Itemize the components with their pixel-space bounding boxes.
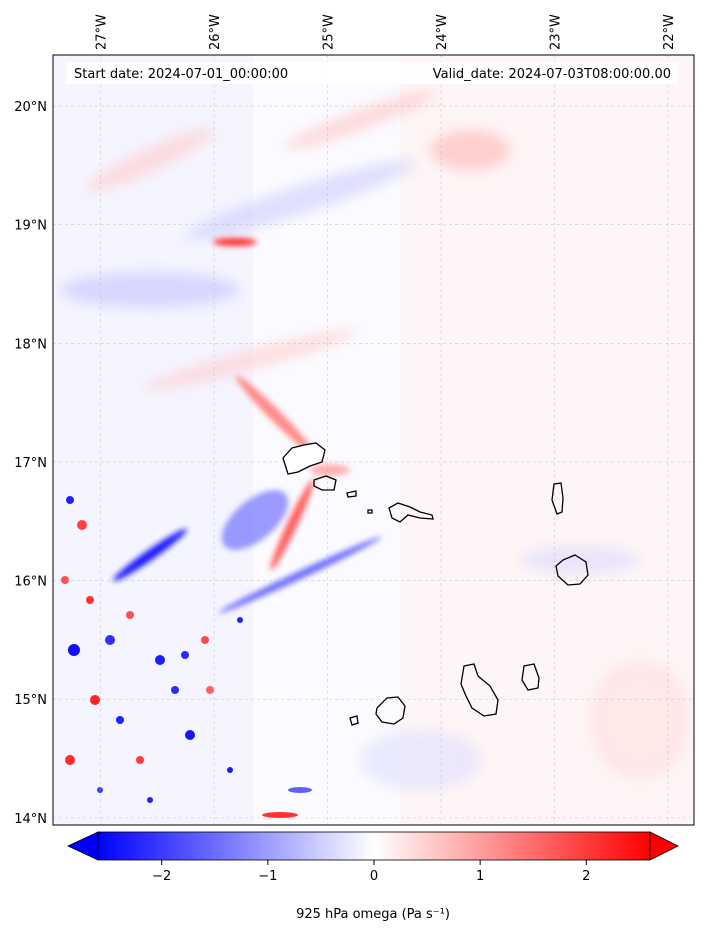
- island-brava: [349, 715, 359, 726]
- latitude-label: 18°N: [14, 337, 47, 352]
- latitude-label: 16°N: [14, 575, 47, 590]
- graticule: [53, 55, 694, 825]
- colorbar-tick-label: 0: [370, 869, 378, 884]
- longitude-labels: 27°W 26°W 25°W 24°W 23°W 22°W: [95, 14, 677, 50]
- colorbar-extend-low: [67, 831, 99, 861]
- colorbar: −2 −1 0 1 2 925 hPa omega (Pa s⁻¹): [67, 831, 679, 922]
- island-sao-vicente: [313, 475, 337, 491]
- colorbar-tick-label: −2: [152, 869, 171, 884]
- latitude-label: 17°N: [14, 456, 47, 471]
- latitude-label: 14°N: [14, 812, 47, 827]
- header-box: [66, 62, 678, 84]
- colorbar-gradient: [97, 831, 651, 861]
- longitude-label: 25°W: [322, 14, 337, 50]
- longitude-label: 24°W: [435, 14, 450, 50]
- island-ilheu: [367, 509, 373, 514]
- latitude-labels: 20°N 19°N 18°N 17°N 16°N 15°N 14°N: [14, 100, 47, 827]
- island-santo-antao: [282, 442, 326, 475]
- colorbar-extend-high: [649, 831, 679, 861]
- island-boa-vista: [555, 554, 589, 586]
- colorbar-tick-label: 1: [476, 869, 484, 884]
- island-sal: [551, 482, 564, 515]
- colorbar-ticks: −2 −1 0 1 2: [152, 860, 590, 884]
- colorbar-tick-label: 2: [582, 869, 590, 884]
- longitude-label: 23°W: [548, 14, 563, 50]
- longitude-label: 27°W: [95, 14, 110, 50]
- island-maio: [521, 663, 540, 691]
- island-sao-nicolau: [388, 502, 434, 523]
- island-fogo: [375, 696, 406, 725]
- latitude-label: 20°N: [14, 100, 47, 115]
- island-santiago: [460, 663, 499, 717]
- latitude-label: 15°N: [14, 693, 47, 708]
- latitude-label: 19°N: [14, 219, 47, 234]
- start-date-label: Start date: 2024-07-01_00:00:00: [74, 67, 288, 82]
- longitude-label: 26°W: [208, 14, 223, 50]
- island-santa-luzia: [346, 490, 357, 498]
- longitude-label: 22°W: [662, 14, 677, 50]
- map-frame: [52, 54, 695, 826]
- valid-date-label: Valid_date: 2024-07-03T08:00:00.00: [433, 67, 671, 82]
- coastlines: [282, 442, 589, 726]
- omega-field: [53, 55, 694, 825]
- colorbar-label: 925 hPa omega (Pa s⁻¹): [296, 907, 450, 922]
- colorbar-tick-label: −1: [258, 869, 277, 884]
